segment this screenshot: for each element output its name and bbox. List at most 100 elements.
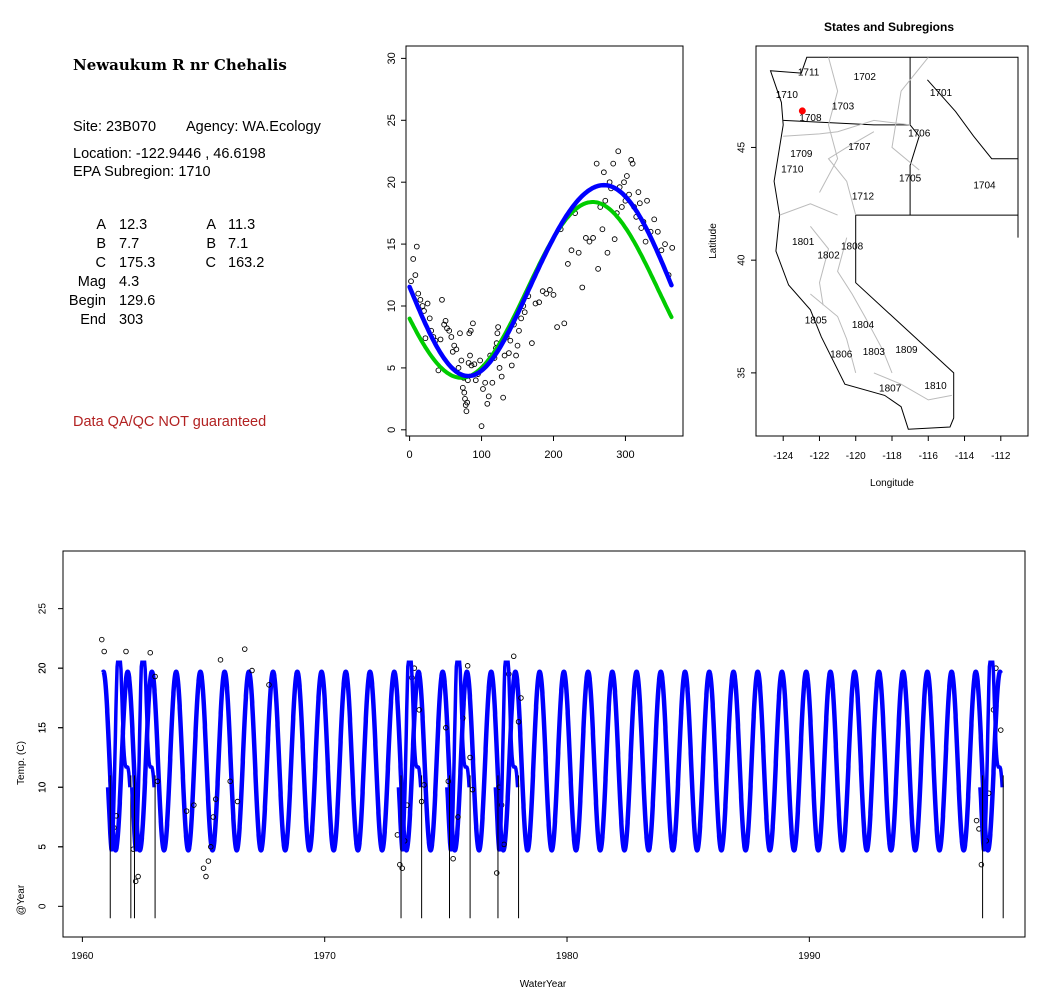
subregion-label: 1709 (790, 149, 813, 160)
state-border (783, 119, 911, 126)
data-point (471, 361, 478, 368)
year-curve (130, 660, 156, 852)
data-point (532, 300, 539, 307)
plot-frame (405, 45, 684, 437)
temp-point (152, 673, 158, 680)
data-point (459, 384, 466, 391)
blue-fit-line (407, 182, 674, 379)
subregion-label: 1712 (852, 192, 875, 203)
data-point (529, 340, 535, 346)
subregion-label: 1805 (805, 316, 828, 327)
coef-value-c2: 163.2 (228, 255, 265, 271)
at-year-label: @Year (16, 884, 27, 915)
data-point (583, 235, 589, 241)
coef-value-c: 175.3 (119, 255, 156, 271)
data-point (467, 327, 474, 334)
temp-point (443, 724, 449, 731)
data-point (410, 256, 417, 262)
data-point (543, 290, 550, 297)
data-point (439, 296, 445, 303)
temp-point (249, 667, 255, 674)
temp-point (191, 802, 197, 808)
subregion-label: 1808 (841, 241, 864, 252)
subregion-label: 1701 (930, 88, 953, 99)
data-point (636, 200, 643, 207)
year-curve (105, 660, 132, 852)
temp-point (227, 778, 233, 785)
lon-tick-label: -116 (919, 451, 939, 462)
data-point (635, 189, 642, 195)
temp-point (147, 649, 153, 656)
data-point (590, 235, 596, 241)
coef-label-c2: C (205, 255, 216, 271)
data-point (508, 362, 515, 369)
data-point (624, 173, 630, 179)
coef-value-b: 7.7 (119, 236, 140, 252)
temp-point (183, 808, 190, 814)
coef-value-begin: 129.6 (119, 293, 156, 309)
data-point (468, 362, 475, 369)
ts-y-label: Temp. (C) (16, 741, 27, 785)
subregion-boundary (819, 57, 839, 193)
subregion-label: 1710 (781, 165, 804, 176)
temp-point (203, 873, 209, 880)
data-point (536, 299, 542, 306)
data-point (595, 266, 601, 272)
subregion-boundary (873, 372, 952, 401)
temp-point (132, 878, 139, 885)
x-tick-label: 100 (472, 449, 490, 461)
data-point (507, 337, 514, 344)
subregion-label: 1707 (848, 142, 871, 153)
y-tick-label: 5 (386, 365, 398, 371)
subregion-boundary (810, 225, 830, 306)
data-point (458, 357, 465, 364)
lon-tick-label: -118 (882, 451, 902, 462)
subregion-boundary (779, 203, 838, 216)
data-point (501, 352, 508, 359)
x-tick-label: 200 (544, 449, 562, 461)
coef-value-a: 12.3 (119, 217, 148, 233)
temp-point (212, 796, 219, 802)
data-point (565, 261, 571, 267)
data-point (455, 365, 462, 371)
coef-label-b2: B (206, 236, 216, 252)
site-marker (798, 107, 806, 115)
data-point (514, 342, 521, 349)
data-point (489, 379, 496, 386)
year-curve (445, 660, 471, 852)
y-tick-label: 30 (386, 52, 398, 64)
subregion-boundary (810, 293, 857, 374)
data-point (494, 330, 501, 337)
temp-tick-label: 20 (38, 662, 49, 674)
subregion-label: 1807 (879, 383, 902, 394)
temp-point (978, 861, 985, 868)
coef-label-begin: Begin (68, 293, 106, 309)
data-point (478, 423, 485, 429)
data-point (470, 320, 476, 327)
data-point (498, 373, 505, 380)
year-curve (493, 660, 520, 852)
data-point (453, 346, 460, 353)
temp-point (518, 695, 524, 701)
temp-point (416, 707, 422, 713)
y-tick-label: 25 (386, 114, 398, 126)
at-year-tick-label: 10 (38, 781, 49, 793)
lon-tick-label: -120 (846, 451, 866, 462)
data-point (424, 300, 431, 307)
data-point (554, 324, 560, 330)
data-point (422, 335, 429, 342)
data-point (621, 179, 627, 186)
data-point (419, 303, 426, 309)
data-point (610, 160, 617, 167)
year-tick-label: 1980 (556, 951, 579, 962)
coef-value-end: 303 (119, 312, 144, 328)
y-tick-label: 20 (386, 176, 398, 188)
data-point (644, 197, 650, 204)
temp-point (123, 648, 129, 655)
coef-value-a2: 11.3 (228, 217, 256, 233)
data-point (521, 309, 528, 316)
data-point (472, 377, 479, 384)
lat-tick-label: 35 (737, 367, 748, 379)
subregion-label: 1806 (830, 349, 853, 360)
data-point (446, 327, 453, 334)
